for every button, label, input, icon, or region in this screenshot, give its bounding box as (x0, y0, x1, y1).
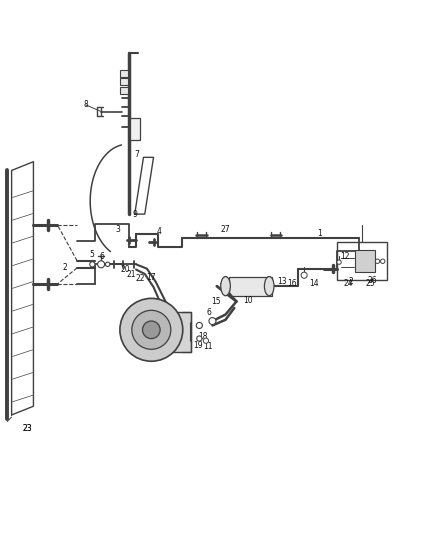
Text: 10: 10 (244, 296, 253, 305)
Circle shape (375, 259, 380, 263)
Circle shape (197, 336, 202, 341)
Text: 5: 5 (89, 250, 94, 259)
Text: 22: 22 (136, 274, 145, 283)
Circle shape (301, 272, 307, 278)
Text: 14: 14 (309, 279, 318, 288)
Bar (337, 243, 387, 280)
Text: 2: 2 (63, 263, 67, 272)
Circle shape (132, 310, 171, 349)
Text: 12: 12 (340, 252, 350, 261)
Ellipse shape (265, 277, 274, 296)
Circle shape (90, 262, 95, 267)
Text: 13: 13 (277, 277, 287, 286)
Text: 2: 2 (349, 277, 353, 286)
Text: 6: 6 (207, 308, 212, 317)
Text: 23: 23 (23, 424, 32, 433)
Text: 20: 20 (120, 265, 130, 274)
Circle shape (120, 298, 183, 361)
Text: 6: 6 (99, 253, 104, 261)
Text: 7: 7 (134, 150, 139, 159)
Circle shape (203, 338, 208, 343)
Ellipse shape (221, 277, 230, 296)
Text: 21: 21 (127, 270, 136, 279)
Circle shape (98, 261, 105, 268)
Bar (120, 87, 128, 94)
Bar (229, 277, 272, 296)
Text: 26: 26 (367, 276, 377, 285)
Bar (120, 70, 128, 77)
Text: 24: 24 (344, 279, 353, 288)
Text: 9: 9 (132, 209, 137, 219)
Text: 3: 3 (115, 225, 120, 234)
Text: 25: 25 (365, 279, 375, 288)
Text: 18: 18 (198, 332, 208, 341)
Circle shape (209, 318, 216, 325)
Circle shape (337, 260, 341, 264)
Text: 19: 19 (147, 338, 157, 348)
Bar (120, 78, 128, 85)
Bar (134, 312, 191, 352)
Text: 8: 8 (84, 100, 88, 109)
Circle shape (142, 321, 160, 338)
Text: 27: 27 (221, 225, 230, 234)
Text: 11: 11 (203, 342, 213, 351)
Bar (355, 250, 375, 272)
Circle shape (381, 259, 385, 263)
Text: 19: 19 (194, 341, 203, 350)
Text: 15: 15 (211, 297, 221, 306)
Circle shape (196, 322, 202, 328)
Text: 1: 1 (317, 229, 322, 238)
Text: 17: 17 (147, 273, 156, 282)
Bar (131, 118, 140, 140)
Circle shape (106, 262, 110, 266)
Text: 18: 18 (151, 332, 160, 341)
Text: 23: 23 (23, 424, 32, 433)
Text: 4: 4 (156, 227, 161, 236)
Text: 16: 16 (287, 279, 297, 288)
